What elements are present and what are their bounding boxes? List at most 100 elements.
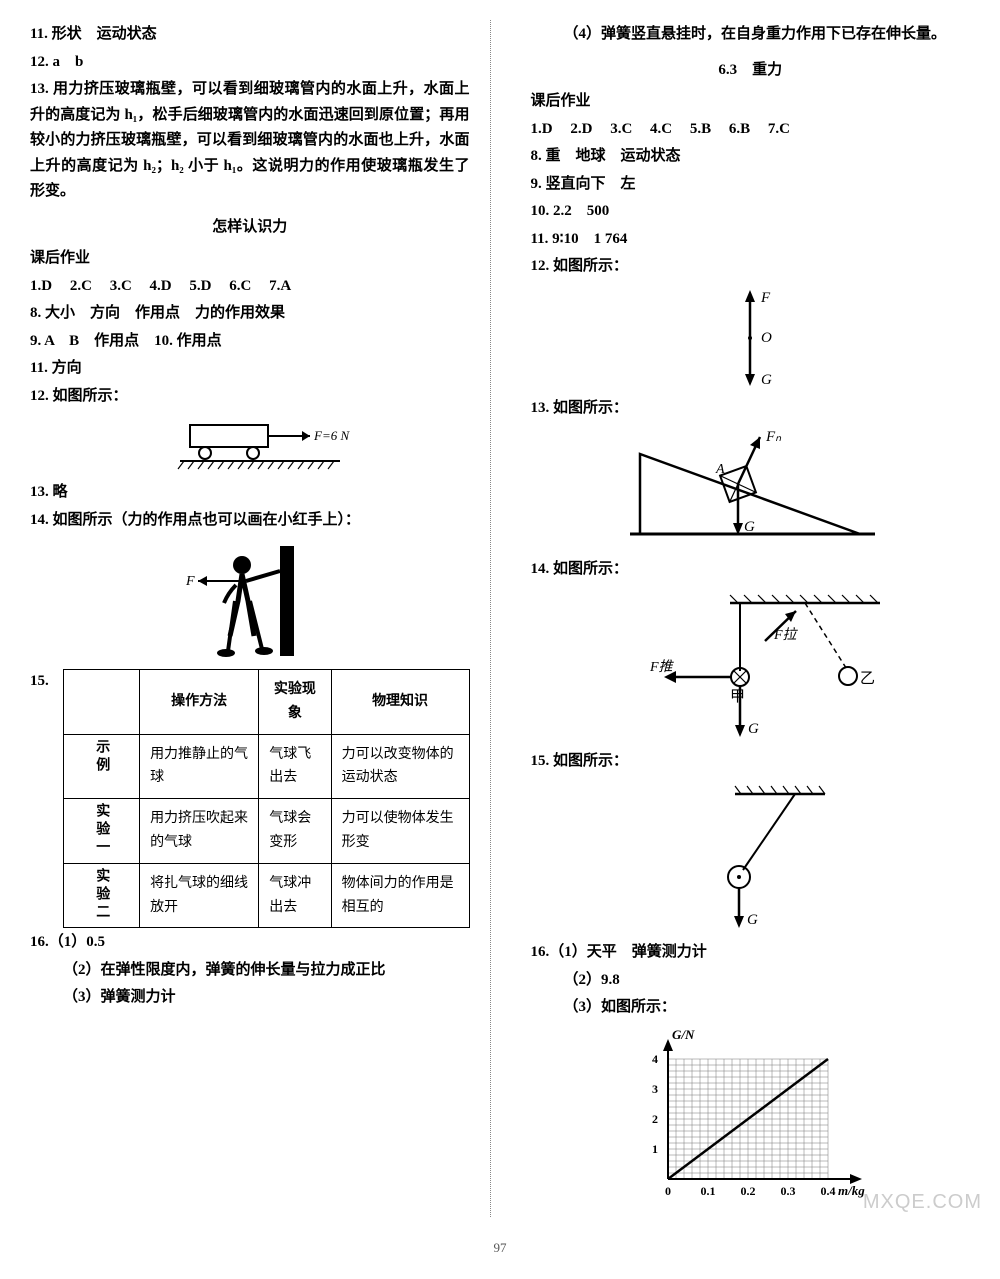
homework-label-right: 课后作业 (531, 89, 971, 115)
svg-text:甲: 甲 (730, 689, 745, 705)
svg-text:0.4: 0.4 (821, 1184, 836, 1198)
svg-text:4: 4 (652, 1052, 658, 1066)
svg-text:乙: 乙 (860, 671, 875, 687)
homework-label-left: 课后作业 (30, 246, 470, 272)
svg-text:Fₙ: Fₙ (765, 429, 782, 445)
cell: 用力推静止的气球 (140, 734, 259, 799)
svg-text:F推: F推 (649, 659, 675, 675)
mc-ans: 2.D (570, 121, 592, 137)
q4-spring: （4）弹簧竖直悬挂时，在自身重力作用下已存在伸长量。 (531, 22, 971, 48)
mc-ans: 4.C (650, 121, 672, 137)
q9-right: 9. 竖直向下 左 (531, 172, 971, 198)
th-blank (63, 670, 139, 735)
svg-text:A: A (715, 462, 725, 477)
mc-ans: 1.D (30, 278, 52, 294)
fig-girl-push: F (30, 541, 470, 661)
q9-left: 9. A B 作用点 10. 作用点 (30, 329, 470, 355)
table-row: 实验二 将扎气球的细线放开 气球冲出去 物体间力的作用是相互的 (63, 863, 469, 928)
svg-text:0.1: 0.1 (701, 1184, 716, 1198)
q13-right: 13. 如图所示： (531, 396, 971, 422)
svg-text:1: 1 (652, 1142, 658, 1156)
graph-g-vs-m: 1 2 3 4 0 0.1 0.2 0.3 0.4 G/N m/kg (531, 1029, 971, 1209)
mc-ans: 2.C (70, 278, 92, 294)
cell: 物体间力的作用是相互的 (331, 863, 469, 928)
cell: 气球飞出去 (259, 734, 331, 799)
cell: 力可以使物体发生形变 (331, 799, 469, 864)
svg-text:F: F (185, 574, 195, 589)
q10-right: 10. 2.2 500 (531, 199, 971, 225)
th-method: 操作方法 (140, 670, 259, 735)
q16-2-right: （2）9.8 (531, 968, 971, 994)
cell: 气球冲出去 (259, 863, 331, 928)
q14-right: 14. 如图所示： (531, 557, 971, 583)
th-knowledge: 物理知识 (331, 670, 469, 735)
q8-left: 8. 大小 方向 作用点 力的作用效果 (30, 301, 470, 327)
page-number: 97 (30, 1237, 970, 1259)
q11-right: 11. 9∶10 1 764 (531, 227, 971, 253)
svg-text:0.3: 0.3 (781, 1184, 796, 1198)
q16-3-left: （3）弹簧测力计 (30, 985, 470, 1011)
fig-cart-force: F=6 N (30, 417, 470, 472)
mc-ans: 3.C (610, 121, 632, 137)
mc-ans: 5.D (189, 278, 211, 294)
mc-ans: 6.B (729, 121, 750, 137)
svg-text:G: G (761, 372, 772, 388)
row-label: 示例 (63, 734, 139, 799)
section-title-left: 怎样认识力 (30, 215, 470, 241)
svg-text:F=6 N: F=6 N (313, 428, 350, 443)
svg-text:G: G (748, 721, 759, 737)
mc-ans: 7.A (269, 278, 291, 294)
cell: 力可以改变物体的运动状态 (331, 734, 469, 799)
q12-right: 12. 如图所示： (531, 254, 971, 280)
table-row: 示例 用力推静止的气球 气球飞出去 力可以改变物体的运动状态 (63, 734, 469, 799)
fig-incline: A Fₙ G (531, 429, 971, 549)
q16-3-right: （3）如图所示： (531, 995, 971, 1021)
cell: 气球会变形 (259, 799, 331, 864)
q15-right: 15. 如图所示： (531, 749, 971, 775)
svg-text:F拉: F拉 (773, 627, 799, 643)
mc-ans: 3.C (110, 278, 132, 294)
row-label: 实验二 (63, 863, 139, 928)
mc-ans: 5.B (690, 121, 711, 137)
mc-ans: 6.C (229, 278, 251, 294)
svg-text:O: O (761, 330, 772, 346)
svg-text:2: 2 (652, 1112, 658, 1126)
q16-1-right: 16.（1）天平 弹簧测力计 (531, 940, 971, 966)
svg-text:G: G (747, 912, 758, 928)
svg-text:0: 0 (665, 1184, 671, 1198)
svg-text:3: 3 (652, 1082, 658, 1096)
fig-hanging-ball: G (531, 782, 971, 932)
mc-answers-left: 1.D 2.C 3.C 4.D 5.D 6.C 7.A (30, 274, 470, 300)
q8-right: 8. 重 地球 运动状态 (531, 144, 971, 170)
th-phenomenon: 实验现象 (259, 670, 331, 735)
fig-fog: F O G (531, 288, 971, 388)
q14-left: 14. 如图所示（力的作用点也可以画在小红手上）： (30, 508, 470, 534)
q15-prefix: 15. (30, 669, 57, 695)
svg-text:G/N: G/N (672, 1029, 695, 1042)
q12: 12. a b (30, 50, 470, 76)
left-column: 11. 形状 运动状态 12. a b 13. 用力挤压玻璃瓶壁，可以看到细玻璃… (30, 20, 491, 1217)
mc-ans: 1.D (531, 121, 553, 137)
table-row: 实验一 用力挤压吹起来的气球 气球会变形 力可以使物体发生形变 (63, 799, 469, 864)
mc-ans: 4.D (150, 278, 172, 294)
cell: 将扎气球的细线放开 (140, 863, 259, 928)
svg-text:F: F (760, 290, 771, 306)
q11: 11. 形状 运动状态 (30, 22, 470, 48)
cell: 用力挤压吹起来的气球 (140, 799, 259, 864)
q16-2-left: （2）在弹性限度内，弹簧的伸长量与拉力成正比 (30, 958, 470, 984)
experiment-table: 操作方法 实验现象 物理知识 示例 用力推静止的气球 气球飞出去 力可以改变物体… (63, 669, 470, 928)
section-title-right: 6.3 重力 (531, 58, 971, 84)
mc-ans: 7.C (768, 121, 790, 137)
q12b-left: 12. 如图所示： (30, 384, 470, 410)
svg-text:0.2: 0.2 (741, 1184, 756, 1198)
mc-answers-right: 1.D 2.D 3.C 4.C 5.B 6.B 7.C (531, 117, 971, 143)
q16-1-left: 16.（1）0.5 (30, 930, 470, 956)
right-column: （4）弹簧竖直悬挂时，在自身重力作用下已存在伸长量。 6.3 重力 课后作业 1… (531, 20, 971, 1217)
q11b-left: 11. 方向 (30, 356, 470, 382)
row-label: 实验一 (63, 799, 139, 864)
q13b-left: 13. 略 (30, 480, 470, 506)
fig-pendulum-forces: 乙 甲 F拉 F推 G (531, 591, 971, 741)
svg-text:m/kg: m/kg (838, 1183, 865, 1198)
svg-text:G: G (744, 519, 755, 535)
table-header-row: 操作方法 实验现象 物理知识 (63, 670, 469, 735)
